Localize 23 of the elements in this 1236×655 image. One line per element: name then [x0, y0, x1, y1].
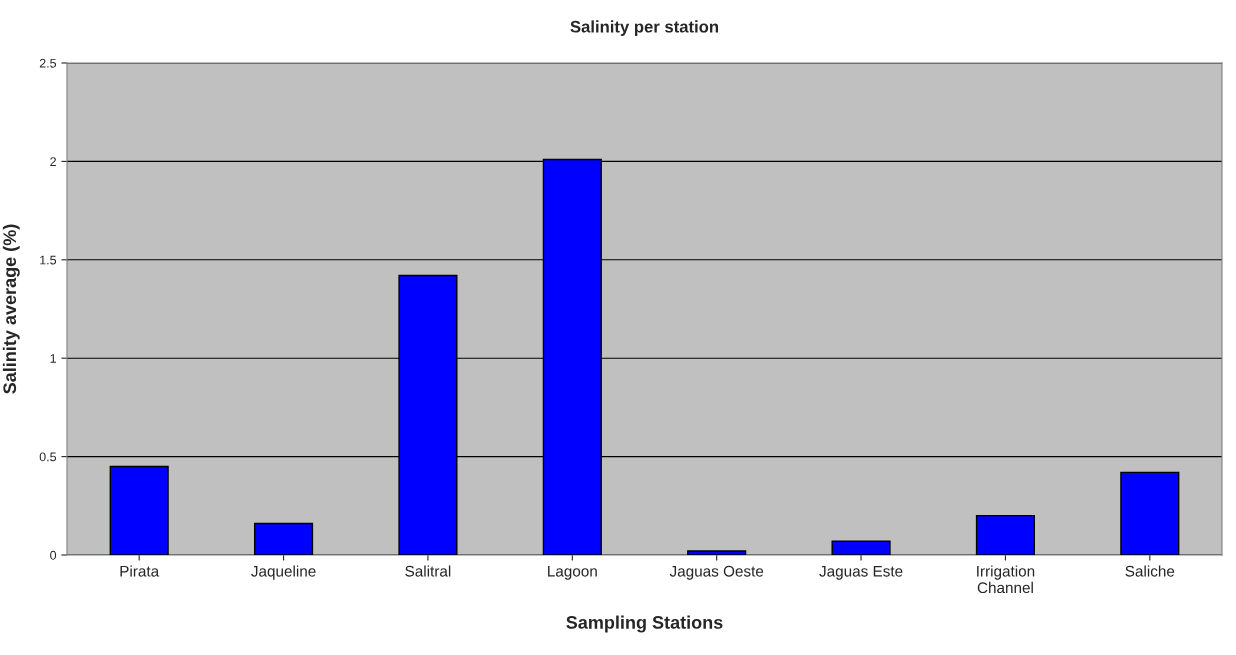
- bar: [109, 465, 169, 555]
- y-tick-label: 1: [50, 354, 56, 363]
- y-tick-label: 0.5: [39, 452, 57, 462]
- x-tick-label: Lagoon: [548, 565, 597, 580]
- y-axis-title: Salinity average (%): [2, 224, 20, 394]
- chart-title: Salinity per station: [570, 20, 719, 36]
- x-tick-label: Jaguas Oeste: [669, 565, 764, 580]
- bar: [253, 522, 314, 555]
- x-tick-label: Irrigation Channel: [977, 565, 1035, 594]
- y-tick-label: 2.5: [39, 58, 57, 68]
- x-axis-title: Sampling Stations: [566, 615, 723, 633]
- y-tick-label: 1.5: [40, 255, 57, 265]
- y-tick-label: 0: [50, 550, 57, 560]
- y-tick-label: 2: [50, 157, 56, 166]
- x-tick-label: Pirata: [120, 565, 160, 577]
- x-tick-label: Jaguas Este: [819, 565, 903, 580]
- bar: [1120, 471, 1180, 555]
- x-tick-label: Saliche: [1125, 565, 1175, 577]
- bar: [831, 540, 891, 555]
- bar: [975, 514, 1036, 555]
- x-tick-label: Jaqueline: [251, 565, 316, 580]
- x-tick-label: Salitral: [405, 565, 451, 577]
- bar: [687, 550, 747, 555]
